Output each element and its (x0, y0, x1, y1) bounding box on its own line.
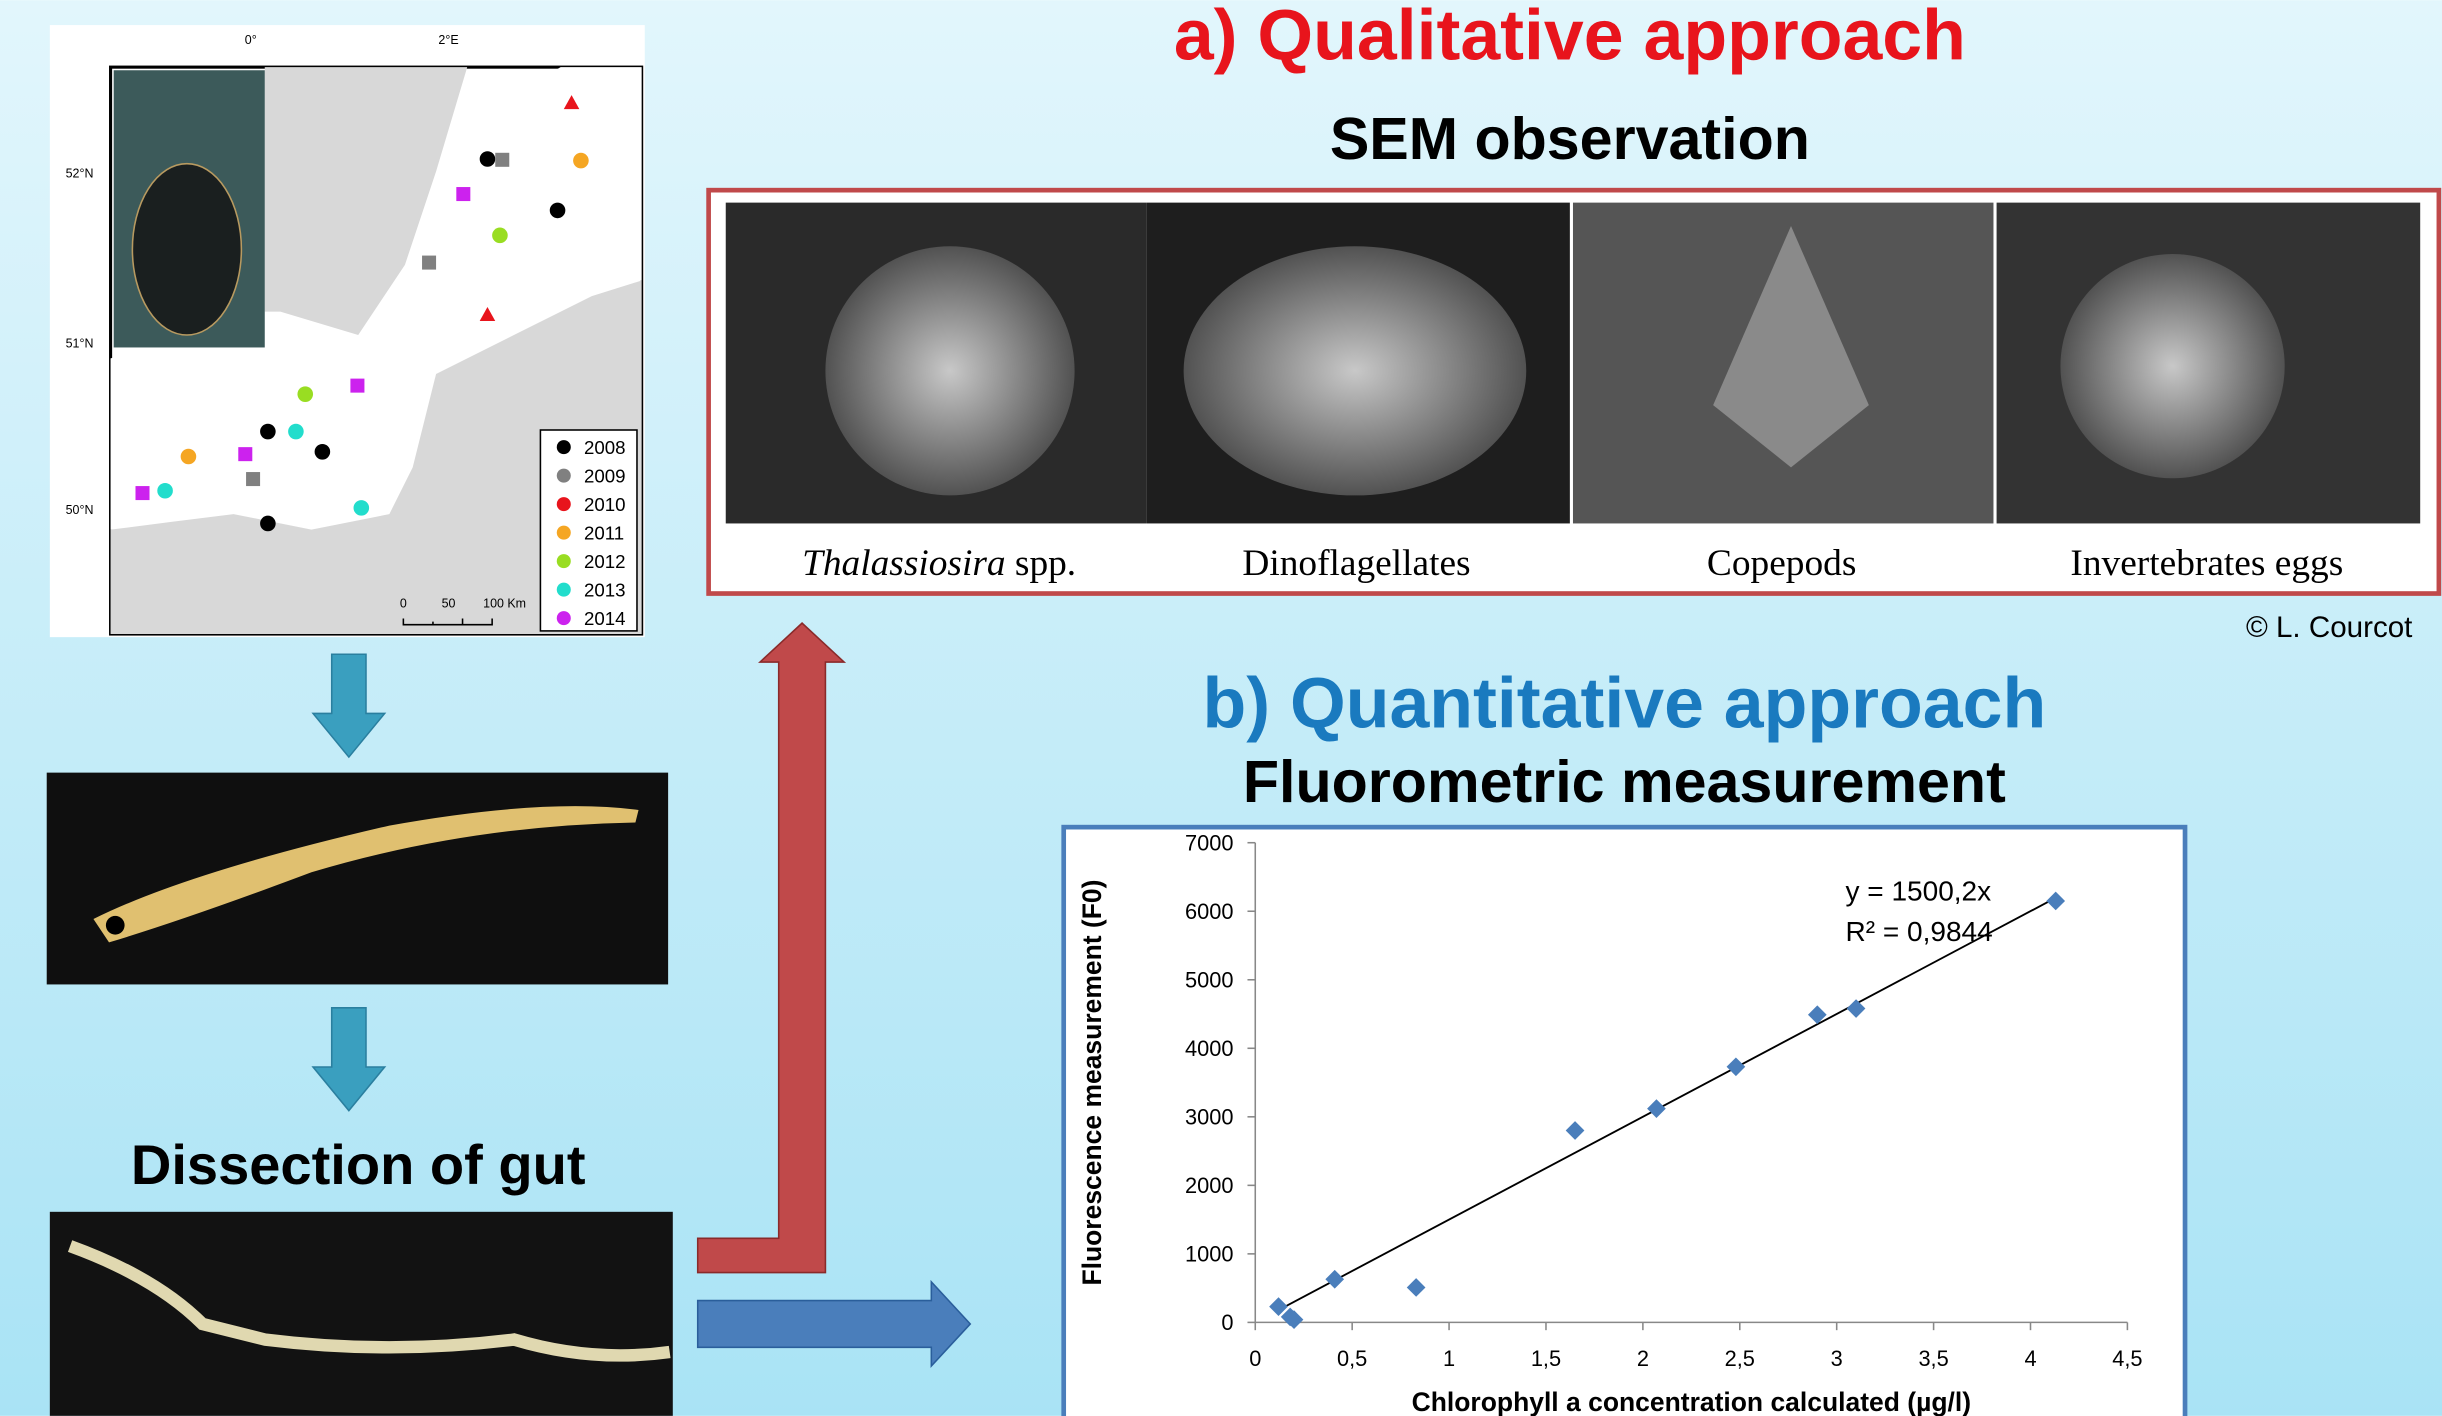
dissection-title: Dissection of gut (131, 1133, 586, 1196)
legend-swatch (557, 583, 571, 597)
y-tick-label: 7000 (1185, 831, 1234, 856)
credit: © L. Courcot (2246, 611, 2412, 644)
qualitative-title: a) Qualitative approach (1174, 0, 1966, 75)
legend-label: 2009 (584, 466, 626, 487)
legend-swatch (557, 611, 571, 625)
station (492, 228, 508, 244)
station (157, 483, 173, 499)
lon-label: 0° (245, 33, 257, 47)
x-tick-label: 4,5 (2112, 1346, 2142, 1371)
y-tick-label: 5000 (1185, 968, 1234, 993)
lat-label: 50°N (66, 503, 94, 517)
larva-eye (106, 916, 125, 935)
caption: Dinoflagellates (1242, 543, 1470, 584)
legend-label: 2012 (584, 551, 626, 572)
y-axis-label: Fluorescence measurement (F0) (1077, 880, 1107, 1286)
station (354, 500, 370, 516)
x-tick-label: 3,5 (1918, 1346, 1948, 1371)
legend-swatch (557, 554, 571, 568)
x-tick-label: 0 (1249, 1346, 1261, 1371)
legend-label: 2013 (584, 580, 626, 601)
station (480, 151, 496, 167)
egg (2060, 254, 2284, 478)
x-tick-label: 1,5 (1531, 1346, 1561, 1371)
x-tick-label: 2,5 (1725, 1346, 1755, 1371)
scale-label: 100 Km (483, 597, 526, 611)
caption-italic: Thalassiosira (802, 543, 1005, 584)
station (238, 447, 252, 461)
station (260, 516, 276, 532)
station (260, 424, 276, 440)
caption: Copepods (1707, 543, 1856, 584)
legend-label: 2008 (584, 437, 626, 458)
map: 2008 2009 2010 2011 2012 2013 2014 0 50 100 Km… (50, 25, 645, 637)
quantitative-title: b) Quantitative approach (1203, 663, 2047, 743)
station (573, 153, 589, 169)
quantitative-subtitle: Fluorometric measurement (1243, 748, 2006, 815)
y-tick-label: 1000 (1185, 1242, 1234, 1267)
x-tick-label: 1 (1443, 1346, 1455, 1371)
trend-r2: R² = 0,9844 (1846, 916, 1993, 947)
station (350, 379, 364, 393)
qualitative-subtitle: SEM observation (1330, 105, 1810, 172)
station (135, 486, 149, 500)
legend-swatch (557, 526, 571, 540)
caption-rest: spp. (1006, 543, 1077, 584)
station (495, 153, 509, 167)
station (181, 449, 197, 465)
legend-label: 2010 (584, 494, 626, 515)
scale-label: 50 (442, 597, 456, 611)
station (422, 256, 436, 270)
trend-equation: y = 1500,2x (1846, 875, 1992, 906)
diatom (825, 246, 1074, 495)
dinoflagellate (1184, 246, 1527, 495)
y-tick-label: 2000 (1185, 1173, 1234, 1198)
x-tick-label: 2 (1637, 1346, 1649, 1371)
y-tick-label: 0 (1221, 1310, 1233, 1335)
x-axis-label: Chlorophyll a concentration calculated (… (1412, 1387, 1971, 1416)
poster: 2008200920102011201220132014 0 50 100 Km… (0, 0, 2442, 1416)
larva-photo (47, 773, 668, 985)
caption: Thalassiosira spp. (802, 543, 1076, 584)
station (550, 203, 566, 219)
station (315, 444, 331, 460)
x-tick-label: 4 (2024, 1346, 2036, 1371)
legend-swatch (557, 497, 571, 511)
station (297, 386, 313, 402)
lat-label: 52°N (66, 167, 94, 181)
page: 2008200920102011201220132014 0 50 100 Km… (0, 0, 2442, 1416)
station (288, 424, 304, 440)
legend-label: 2014 (584, 608, 626, 629)
lon-label: 2°E (438, 33, 458, 47)
net (132, 164, 241, 335)
legend-swatch (557, 440, 571, 454)
x-tick-label: 0,5 (1337, 1346, 1367, 1371)
lat-label: 51°N (66, 336, 94, 350)
legend-swatch (557, 469, 571, 483)
y-tick-label: 4000 (1185, 1036, 1234, 1061)
caption: Invertebrates eggs (2070, 543, 2343, 584)
station (246, 472, 260, 486)
station (456, 187, 470, 201)
x-tick-label: 3 (1831, 1346, 1843, 1371)
y-tick-label: 3000 (1185, 1105, 1234, 1130)
scale-label: 0 (400, 597, 407, 611)
y-tick-label: 6000 (1185, 899, 1234, 924)
legend-label: 2011 (584, 523, 624, 544)
gut-photo (50, 1212, 673, 1416)
